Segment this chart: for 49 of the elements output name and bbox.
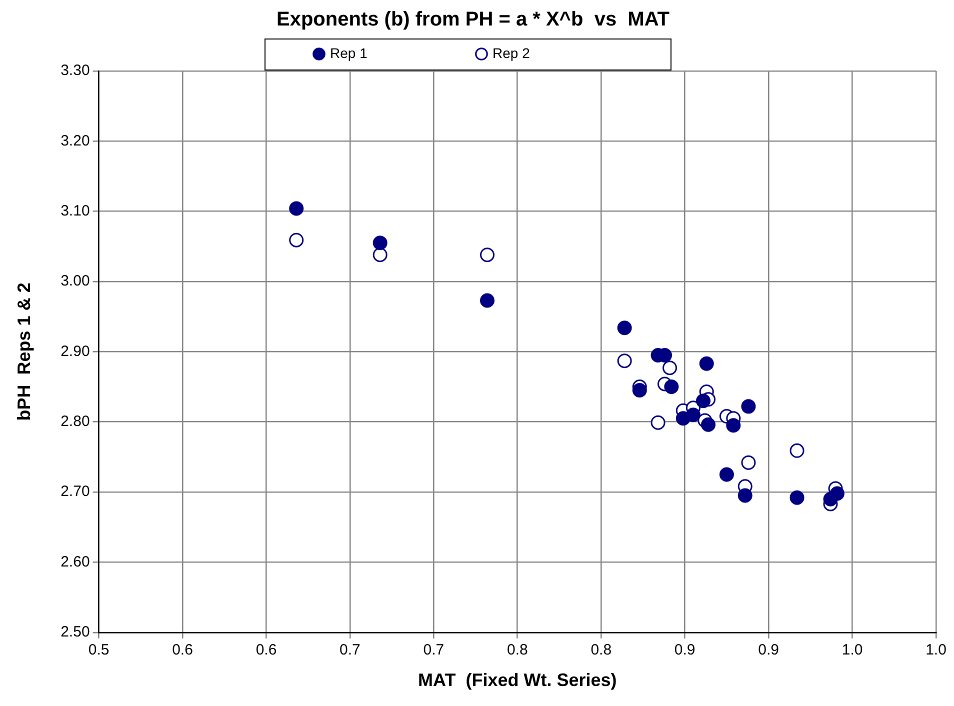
point	[372, 236, 388, 250]
point	[790, 443, 804, 458]
point	[480, 293, 495, 308]
point	[696, 394, 711, 408]
x-tick-label: 0.7	[340, 642, 360, 659]
x-tick-label: 0.5	[88, 642, 110, 659]
y-tick-label: 2.90	[60, 342, 90, 360]
point	[617, 354, 632, 368]
point	[372, 248, 388, 262]
x-tick-label: 0.8	[506, 642, 528, 659]
x-axis-title: MAT (Fixed Wt. Series)	[418, 670, 617, 690]
y-tick-label: 3.00	[60, 272, 90, 290]
y-tick-label: 2.60	[60, 553, 90, 570]
point	[701, 417, 716, 432]
point	[699, 356, 714, 371]
point	[480, 248, 495, 262]
point	[686, 408, 700, 422]
x-tick-label: 0.8	[590, 642, 612, 659]
y-tick-label: 2.70	[60, 483, 90, 500]
y-tick-label: 2.80	[60, 413, 90, 430]
y-axis-title: bPH Reps 1 & 2	[14, 282, 34, 421]
chart-title: Exponents (b) from PH = a * X^b vs MAT	[276, 8, 670, 31]
point	[617, 320, 632, 336]
x-tick-label: 0.9	[674, 642, 696, 659]
point	[719, 467, 734, 482]
legend-label: Rep 1	[330, 44, 469, 61]
x-tick-label: 0.9	[758, 642, 779, 659]
point	[289, 232, 304, 248]
point	[830, 486, 844, 501]
point	[662, 360, 678, 376]
y-tick-label: 2.50	[60, 624, 90, 641]
point	[650, 415, 666, 430]
y-tick-label: 3.10	[60, 202, 90, 220]
point	[790, 490, 804, 505]
point	[664, 380, 679, 394]
x-tick-label: 0.6	[256, 642, 277, 659]
x-tick-label: 1.0	[842, 642, 863, 659]
y-tick-label: 3.20	[60, 132, 90, 150]
point	[726, 418, 741, 433]
point	[738, 488, 752, 503]
point	[632, 383, 647, 398]
x-tick-label: 1.0	[926, 642, 946, 659]
point	[289, 201, 304, 216]
legend-label: Rep 2	[492, 44, 631, 61]
x-tick-label: 0.6	[172, 642, 193, 659]
point	[741, 455, 756, 470]
y-tick-label: 3.30	[60, 62, 90, 80]
point	[741, 399, 756, 414]
x-tick-label: 0.7	[423, 642, 444, 659]
